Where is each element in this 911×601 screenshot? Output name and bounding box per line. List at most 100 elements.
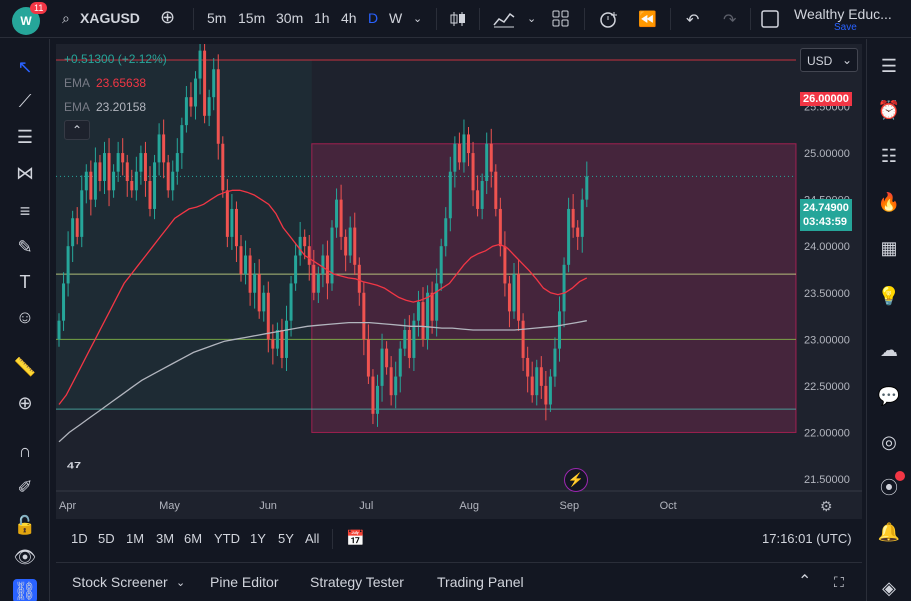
fullscreen-square-icon[interactable] bbox=[761, 10, 779, 28]
interval-5m[interactable]: 5m bbox=[207, 10, 227, 26]
redo-icon[interactable]: ↷ bbox=[723, 12, 737, 29]
news-list-icon[interactable]: ☷ bbox=[880, 146, 898, 166]
candle-body bbox=[480, 181, 484, 209]
candle-body bbox=[453, 143, 457, 172]
screener-chevron-down-icon[interactable]: ⌄ bbox=[176, 577, 186, 589]
link-icon[interactable]: ⛓ bbox=[13, 579, 37, 601]
replay-icon[interactable]: ⏪ bbox=[638, 11, 657, 28]
candle-body bbox=[371, 376, 375, 414]
watchlist-icon[interactable]: ☰ bbox=[880, 56, 898, 76]
stream-play-icon[interactable]: ⦿ bbox=[880, 478, 898, 498]
indicators-icon[interactable] bbox=[493, 10, 515, 28]
candle-body bbox=[162, 134, 166, 163]
interval-1h[interactable]: 1h bbox=[314, 10, 330, 26]
zoom-in-icon[interactable]: ⊕ bbox=[17, 393, 33, 413]
candle-body bbox=[362, 292, 366, 340]
tab-strategy-tester[interactable]: Strategy Tester bbox=[310, 574, 404, 590]
notification-bell-icon[interactable]: 🔔 bbox=[877, 522, 901, 542]
candle-body bbox=[476, 190, 480, 209]
brush-icon[interactable]: ✎ bbox=[17, 237, 33, 257]
tab-trading-panel[interactable]: Trading Panel bbox=[437, 574, 524, 590]
lock-icon[interactable]: 🔓 bbox=[13, 515, 37, 535]
collapse-legend-chevron-up-icon[interactable]: ⌃ bbox=[64, 120, 90, 140]
range-1d[interactable]: 1D bbox=[71, 531, 88, 546]
ema1-label: EMA bbox=[64, 76, 91, 90]
candle-body bbox=[507, 283, 511, 312]
trend-line-icon[interactable]: ⟋ bbox=[18, 91, 32, 111]
utc-clock[interactable]: 17:16:01 (UTC) bbox=[762, 531, 852, 546]
calendar-icon[interactable]: ▦ bbox=[880, 238, 898, 258]
layout-grid-icon[interactable] bbox=[552, 10, 570, 28]
symbol-name[interactable]: XAGUSD bbox=[80, 10, 140, 26]
candle-body bbox=[139, 153, 143, 172]
price-chart[interactable]: 26.0000025.5000025.0000024.5000024.00000… bbox=[56, 44, 862, 519]
undo-icon[interactable]: ↶ bbox=[686, 12, 700, 29]
candle-body bbox=[285, 320, 288, 358]
eye-icon[interactable]: 👁 bbox=[13, 547, 37, 567]
pencil-lock-icon[interactable]: ✐ bbox=[17, 477, 33, 497]
text-tool-icon[interactable]: T bbox=[19, 272, 31, 292]
candle-body bbox=[444, 218, 448, 247]
candle-body bbox=[544, 385, 548, 405]
x-tick-label: Jun bbox=[259, 500, 277, 512]
messages-icon[interactable]: 💬 bbox=[877, 386, 901, 406]
alert-clock-icon[interactable] bbox=[598, 9, 620, 29]
candle-body bbox=[307, 246, 311, 265]
currency-value: USD bbox=[807, 54, 833, 68]
hotlist-flame-icon[interactable]: 🔥 bbox=[877, 192, 901, 212]
candle-body bbox=[280, 330, 284, 358]
interval-15m[interactable]: 15m bbox=[238, 10, 266, 26]
x-tick-label: Aug bbox=[459, 500, 479, 512]
range-all[interactable]: All bbox=[305, 531, 320, 546]
interval-4h[interactable]: 4h bbox=[341, 10, 357, 26]
interval-30m[interactable]: 30m bbox=[276, 10, 304, 26]
candles-type-icon[interactable] bbox=[449, 10, 467, 28]
candle-body bbox=[366, 339, 370, 377]
currency-select[interactable]: USD ⌄ bbox=[800, 48, 858, 72]
search-icon[interactable]: ⌕ bbox=[62, 10, 70, 26]
account-name[interactable]: Wealthy Educ... bbox=[794, 6, 892, 22]
candle-body bbox=[357, 264, 361, 293]
range-ytd[interactable]: YTD bbox=[214, 531, 240, 546]
chart-pane[interactable]: 26.0000025.5000025.0000024.5000024.00000… bbox=[56, 44, 862, 519]
range-3m[interactable]: 3M bbox=[156, 531, 175, 546]
interval-chevron-down-icon[interactable]: ⌄ bbox=[413, 13, 423, 25]
alarm-clock-icon[interactable]: ⏰ bbox=[877, 100, 901, 120]
pattern-icon[interactable]: ⋈ bbox=[16, 163, 34, 183]
range-5d[interactable]: 5D bbox=[98, 531, 115, 546]
range-1m[interactable]: 1M bbox=[126, 531, 145, 546]
cursor-icon[interactable]: ↖ bbox=[17, 57, 33, 77]
lightning-event-icon[interactable]: ⚡ bbox=[564, 468, 588, 492]
layers-icon[interactable]: ◈ bbox=[882, 578, 896, 598]
maximize-panel-icon[interactable]: ⛶ bbox=[834, 574, 844, 590]
indicators-chevron-down-icon[interactable]: ⌄ bbox=[527, 13, 537, 25]
magnet-icon[interactable]: ∩ bbox=[18, 441, 32, 461]
range-1y[interactable]: 1Y bbox=[250, 531, 266, 546]
range-5y[interactable]: 5Y bbox=[278, 531, 294, 546]
candle-body bbox=[89, 171, 93, 200]
candle-body bbox=[257, 274, 261, 312]
y-tick-label: 22.50000 bbox=[804, 381, 850, 393]
panel-chevron-up-icon[interactable]: ⌃ bbox=[798, 573, 812, 590]
tab-stock-screener[interactable]: Stock Screener bbox=[72, 574, 168, 590]
candle-body bbox=[112, 171, 116, 191]
horizontal-lines-icon[interactable]: ☰ bbox=[16, 127, 34, 147]
axis-settings-gear-icon[interactable]: ⚙ bbox=[820, 498, 833, 514]
broadcast-bulb-icon[interactable]: ◎ bbox=[881, 432, 897, 452]
chat-cloud-icon[interactable]: ☁ bbox=[880, 340, 898, 360]
interval-w[interactable]: W bbox=[389, 10, 403, 26]
save-button[interactable]: Save bbox=[834, 22, 857, 33]
date-range-calendar-icon[interactable]: 📅 bbox=[346, 530, 365, 547]
ema1-value: 23.65638 bbox=[96, 76, 147, 90]
tab-pine-editor[interactable]: Pine Editor bbox=[210, 574, 279, 590]
emoji-icon[interactable]: ☺ bbox=[15, 307, 35, 327]
range-6m[interactable]: 6M bbox=[184, 531, 203, 546]
candle-body bbox=[435, 283, 439, 321]
ruler-icon[interactable]: 📏 bbox=[13, 357, 37, 377]
ideas-bulb-icon[interactable]: 💡 bbox=[877, 286, 901, 306]
fib-icon[interactable]: ≡ bbox=[19, 201, 31, 221]
x-tick-label: Sep bbox=[560, 500, 580, 512]
interval-d[interactable]: D bbox=[368, 10, 379, 26]
compare-plus-icon[interactable]: ⊕ bbox=[160, 7, 176, 27]
candle-body bbox=[585, 176, 589, 200]
